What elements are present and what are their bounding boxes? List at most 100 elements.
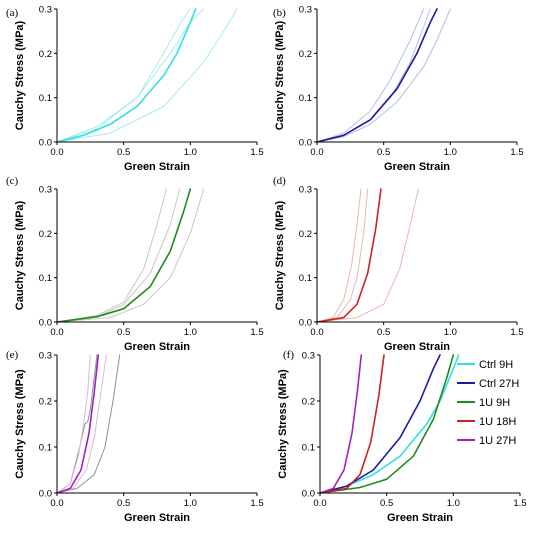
x-axis-title: Green Strain [124,512,190,524]
y-tick-label: 0.3 [302,351,315,362]
x-tick-label: 1.5 [510,327,523,338]
chart-panel: (e) 0.0 0.5 1.0 1.5 0.0 0.1 0.2 0.3 Green Strain C… [6,349,264,524]
x-axis-title: Green Strain [384,341,450,353]
series-line-1u-9h [319,354,455,494]
chart-panel: (b) 0.0 0.5 1.0 1.5 0.0 0.1 0.2 0.3 Green Strain C… [273,5,524,174]
y-tick-label: 0.0 [39,489,52,500]
panel-label: (d) [273,175,286,187]
mean-curve [316,188,382,323]
x-tick-label: 1.5 [250,498,263,509]
y-tick-label: 0.2 [299,49,312,60]
y-tick-label: 0.3 [299,5,312,16]
panel-label: (b) [273,7,286,19]
chart-panel: (c) 0.0 0.5 1.0 1.5 0.0 0.1 0.2 0.3 Green Strain C… [6,175,264,353]
y-tick-label: 0.3 [39,351,52,362]
x-tick-label: 0.0 [310,147,323,158]
y-tick-label: 0.3 [299,185,312,196]
x-tick-label: 0.5 [377,327,390,338]
series-line-1u-27h [319,354,363,494]
legend-label: Ctrl 27H [479,378,519,390]
sample-curve [316,188,369,323]
x-axis-title: Green Strain [387,512,453,524]
y-axis-title: Cauchy Stress (MPa) [274,200,286,310]
y-tick-label: 0.1 [39,273,52,284]
x-tick-label: 0.0 [313,498,326,509]
x-axis-title: Green Strain [124,341,190,353]
y-tick-label: 0.1 [39,443,52,454]
sample-curve [56,354,121,494]
x-tick-label: 1.5 [513,498,526,509]
legend-label: 1U 18H [479,416,516,428]
series-line-1u-18h [319,354,385,494]
chart-panel: (a) 0.0 0.5 1.0 1.5 0.0 0.1 0.2 0.3 Green Strain C… [6,5,264,174]
y-tick-label: 0.1 [299,273,312,284]
x-tick-label: 1.0 [444,147,457,158]
series-group [56,188,205,323]
x-tick-label: 0.5 [117,147,130,158]
x-tick-label: 1.5 [510,147,523,158]
panel-label: (a) [6,7,19,19]
y-tick-label: 0.3 [39,5,52,16]
x-tick-label: 1.5 [250,327,263,338]
y-tick-label: 0.2 [39,229,52,240]
y-tick-label: 0.0 [39,318,52,329]
panel-label: (c) [6,175,19,187]
sample-curve [316,8,425,143]
series-line-ctrl-27h [319,354,441,494]
series-group [56,354,121,494]
sample-curve [56,188,167,323]
chart-panel: (f) 0.0 0.5 1.0 1.5 0.0 0.1 0.2 0.3 Green Strain C… [277,349,527,524]
y-tick-label: 0.1 [302,443,315,454]
panel-label: (f) [283,349,294,361]
x-tick-label: 1.5 [250,147,263,158]
x-tick-label: 0.5 [117,327,130,338]
y-axis-title: Cauchy Stress (MPa) [14,200,26,310]
sample-curve [56,354,91,494]
series-group [316,188,419,323]
x-tick-label: 0.5 [117,498,130,509]
series-group [56,8,238,143]
panel-label: (e) [6,349,19,361]
legend-label: 1U 27H [479,435,516,447]
sample-curve [56,8,238,143]
sample-curve [56,8,205,143]
legend-label: 1U 9H [479,397,510,409]
y-axis-title: Cauchy Stress (MPa) [274,20,286,130]
y-axis-title: Cauchy Stress (MPa) [277,369,289,479]
mean-curve [316,8,438,143]
x-tick-label: 1.0 [184,327,197,338]
x-tick-label: 1.0 [184,498,197,509]
series-group [319,354,460,494]
y-tick-label: 0.3 [39,185,52,196]
y-tick-label: 0.0 [299,138,312,149]
mean-curve [56,188,192,323]
y-tick-label: 0.0 [299,318,312,329]
chart-legend: Ctrl 9H Ctrl 27H 1U 9H 1U 18H 1U 27H [457,359,519,447]
mean-curve [56,354,100,494]
sample-curve [56,354,98,494]
y-tick-label: 0.2 [302,397,315,408]
sample-curve [316,188,419,323]
series-line-ctrl-9h [319,354,460,494]
x-tick-label: 0.0 [50,327,63,338]
x-tick-label: 1.0 [447,498,460,509]
x-tick-label: 0.5 [380,498,393,509]
y-tick-label: 0.0 [39,138,52,149]
x-tick-label: 1.0 [184,147,197,158]
x-axis-title: Green Strain [124,161,190,173]
y-tick-label: 0.1 [299,93,312,104]
y-tick-label: 0.1 [39,93,52,104]
mean-curve [56,8,197,143]
y-axis-title: Cauchy Stress (MPa) [14,369,26,479]
y-tick-label: 0.2 [39,49,52,60]
sample-curve [56,188,205,323]
sample-curve [316,8,451,143]
x-tick-label: 1.0 [444,327,457,338]
sample-curve [56,354,107,494]
x-axis-title: Green Strain [384,161,450,173]
y-tick-label: 0.0 [302,489,315,500]
y-tick-label: 0.2 [299,229,312,240]
series-group [316,8,451,143]
x-tick-label: 0.0 [50,147,63,158]
sample-curve [316,188,362,323]
